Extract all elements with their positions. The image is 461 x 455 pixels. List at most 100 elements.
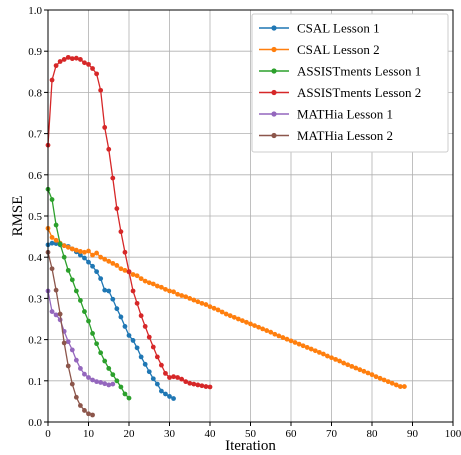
data-point	[122, 391, 128, 397]
data-point	[211, 305, 217, 311]
data-point	[65, 244, 71, 250]
data-point	[130, 272, 136, 277]
data-point	[292, 340, 298, 345]
y-tick-label: 0.7	[28, 129, 42, 141]
data-point	[175, 291, 181, 297]
data-point	[73, 357, 79, 363]
data-point	[118, 384, 124, 390]
data-point	[231, 314, 237, 320]
data-point	[82, 408, 87, 413]
data-point	[78, 298, 83, 303]
data-point	[187, 380, 193, 386]
data-point	[402, 384, 407, 389]
data-point	[219, 309, 225, 315]
data-point	[86, 61, 91, 67]
data-point	[377, 375, 383, 381]
series-group	[45, 54, 407, 418]
legend-item: ASSISTments Lesson 1	[259, 64, 421, 79]
data-point	[207, 304, 213, 310]
data-point	[167, 394, 172, 399]
data-point	[256, 324, 261, 330]
data-point	[94, 250, 99, 256]
data-point	[61, 254, 67, 260]
y-tick-label: 0.2	[28, 335, 42, 347]
data-point	[199, 383, 205, 389]
y-tick-label: 0.5	[28, 211, 42, 223]
data-point	[57, 59, 63, 64]
x-tick-label: 100	[445, 428, 461, 440]
data-point	[276, 333, 282, 339]
x-tick-label: 90	[407, 428, 419, 440]
y-tick-label: 0.9	[28, 46, 42, 58]
data-point	[373, 374, 379, 380]
legend-item: MATHia Lesson 1	[259, 107, 393, 122]
data-point	[102, 381, 108, 387]
data-point	[78, 249, 83, 254]
legend-label: ASSISTments Lesson 1	[297, 64, 421, 79]
data-point	[235, 316, 241, 322]
data-point	[110, 260, 116, 266]
data-point	[49, 309, 55, 314]
data-point	[106, 146, 112, 152]
legend-item: CSAL Lesson 2	[259, 42, 380, 57]
data-point	[142, 324, 148, 329]
data-point	[82, 309, 87, 314]
data-point	[353, 365, 359, 371]
data-point	[118, 229, 124, 235]
data-point	[138, 276, 144, 282]
data-point	[272, 331, 278, 337]
legend-swatch-marker	[271, 111, 277, 117]
data-point	[86, 411, 91, 417]
data-point	[106, 288, 112, 294]
data-point	[381, 377, 387, 383]
data-point	[90, 263, 95, 269]
data-point	[49, 197, 55, 202]
data-point	[203, 384, 209, 389]
data-point	[49, 235, 55, 240]
legend-label: MATHia Lesson 2	[297, 128, 393, 143]
data-point	[61, 340, 67, 346]
data-point	[260, 326, 266, 332]
legend-swatch-marker	[271, 46, 277, 53]
data-point	[78, 252, 83, 258]
data-point	[118, 314, 124, 320]
data-point	[122, 324, 128, 329]
data-point	[65, 363, 71, 369]
data-point	[98, 254, 104, 260]
data-point	[130, 338, 136, 343]
x-tick-label: 40	[205, 428, 217, 440]
data-point	[106, 382, 112, 388]
data-point	[308, 346, 314, 352]
data-point	[102, 287, 108, 293]
x-axis-label: Iteration	[225, 438, 276, 454]
data-point	[65, 339, 71, 345]
x-tick-label: 60	[286, 428, 298, 440]
data-point	[142, 278, 148, 284]
data-point	[369, 372, 375, 378]
data-point	[357, 367, 363, 373]
y-tick-label: 0.4	[28, 252, 42, 264]
x-tick-label: 80	[367, 428, 379, 440]
data-point	[61, 57, 67, 62]
data-point	[102, 358, 108, 364]
data-point	[78, 366, 83, 371]
data-point	[321, 351, 326, 357]
data-point	[195, 382, 201, 388]
data-point	[191, 381, 197, 387]
data-point	[244, 319, 249, 325]
data-point	[227, 313, 233, 319]
data-point	[150, 376, 156, 382]
data-point	[171, 374, 176, 380]
y-axis-ticks: 0.0 0.1 0.2 0.3 0.4 0.5 0.6 0.7 0.8 0.9 1.0	[28, 5, 48, 429]
data-point	[94, 71, 99, 77]
data-point	[78, 403, 83, 408]
data-point	[94, 269, 99, 275]
data-point	[102, 125, 108, 130]
data-point	[86, 375, 91, 380]
data-point	[163, 286, 168, 292]
legend-label: MATHia Lesson 1	[297, 107, 393, 122]
data-point	[57, 241, 63, 247]
data-point	[304, 345, 310, 350]
legend-label: ASSISTments Lesson 2	[297, 85, 421, 100]
series-mathia-lesson-2	[45, 249, 95, 418]
